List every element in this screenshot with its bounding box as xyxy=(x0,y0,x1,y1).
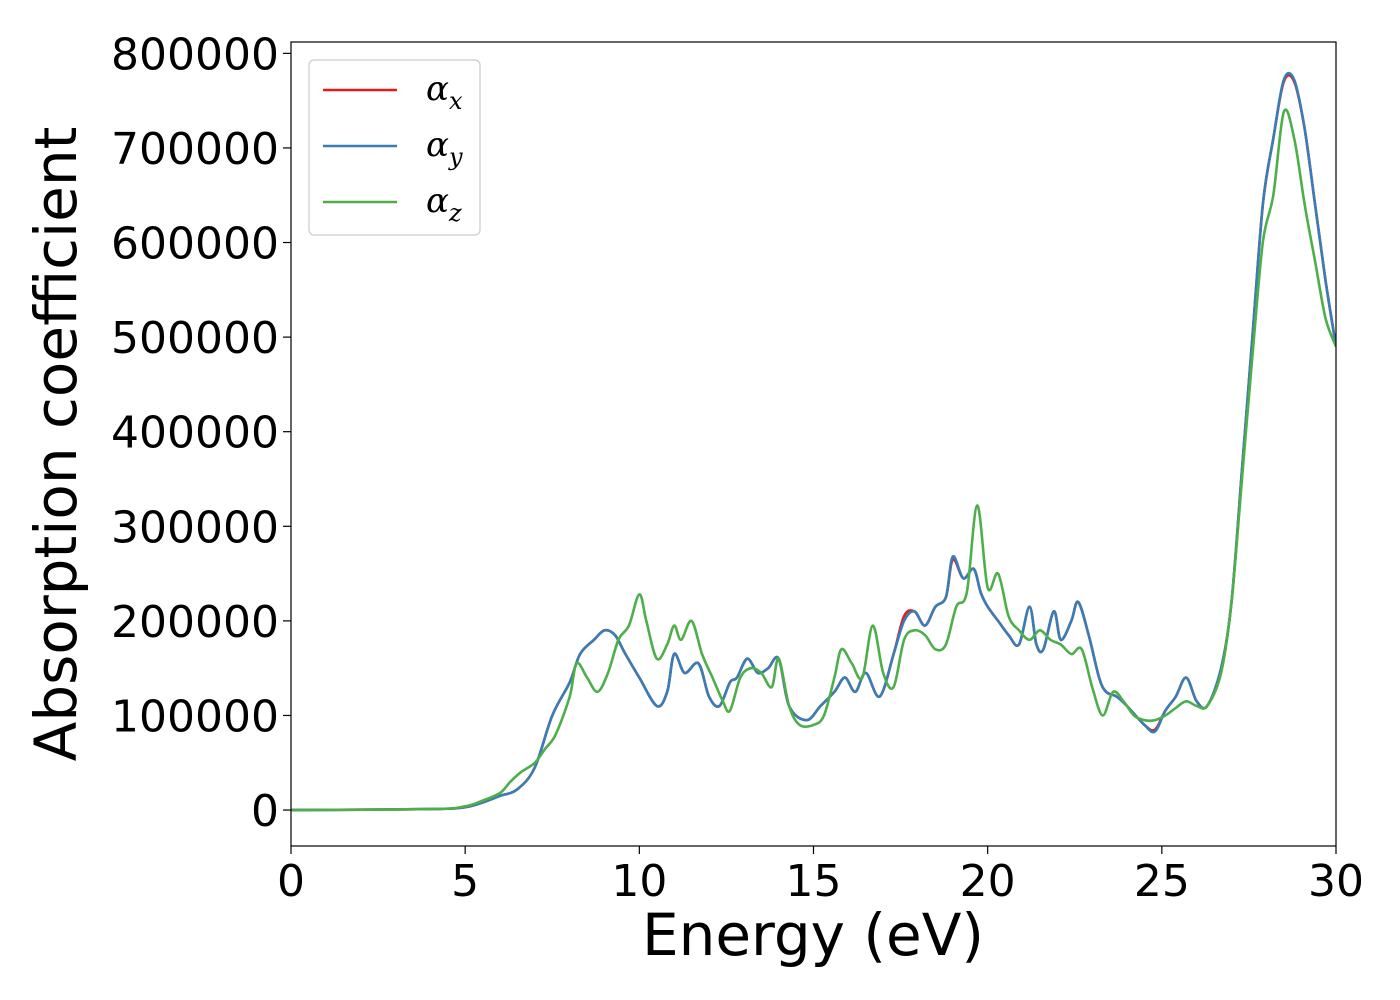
legend-label-x: αx xyxy=(426,69,463,115)
y-tick-label: 600000 xyxy=(111,219,279,270)
y-tick-label: 700000 xyxy=(111,124,279,175)
legend-label-z: αz xyxy=(426,181,462,227)
x-tick-label: 30 xyxy=(1308,856,1364,907)
x-tick-label: 15 xyxy=(786,856,842,907)
y-tick-label: 400000 xyxy=(111,408,279,459)
plot-frame xyxy=(290,41,1337,847)
x-tick-label: 10 xyxy=(611,856,667,907)
x-tick-label: 5 xyxy=(451,856,479,907)
legend-box xyxy=(308,59,481,236)
y-tick-label: 800000 xyxy=(111,29,279,80)
x-tick-label: 20 xyxy=(960,856,1016,907)
y-tick-label: 0 xyxy=(251,786,279,837)
y-tick-label: 200000 xyxy=(111,597,279,648)
x-tick-label: 0 xyxy=(277,856,305,907)
y-tick-label: 500000 xyxy=(111,313,279,364)
legend: αx αy αz xyxy=(308,59,481,236)
y-axis-title: Absorption coefficient xyxy=(22,127,90,762)
y-tick-label: 300000 xyxy=(111,502,279,553)
y-tick-label: 100000 xyxy=(111,691,279,742)
ticks-layer: 0 5 10 15 20 25 30 0 100000 200000 300000 400000 500… xyxy=(111,29,1364,907)
series-line-z xyxy=(291,108,1336,812)
x-tick-label: 25 xyxy=(1134,856,1190,907)
series-lines xyxy=(291,71,1336,812)
legend-label-y: αy xyxy=(426,125,463,171)
x-axis-title: Energy (eV) xyxy=(642,901,984,969)
